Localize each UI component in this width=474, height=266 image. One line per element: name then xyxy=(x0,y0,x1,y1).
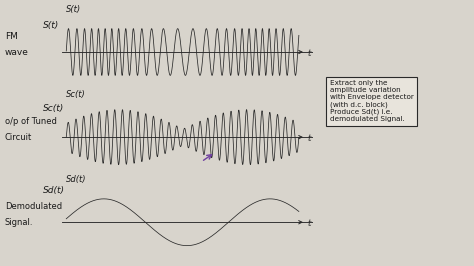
Text: t: t xyxy=(307,219,311,228)
Text: Signal.: Signal. xyxy=(5,218,33,227)
Text: FM: FM xyxy=(5,32,18,41)
Text: Extract only the
amplitude variation
with Envelope detector
(with d.c. block)
Pr: Extract only the amplitude variation wit… xyxy=(330,80,413,122)
Text: wave: wave xyxy=(5,48,28,57)
Text: S(t): S(t) xyxy=(43,21,59,30)
Text: t: t xyxy=(307,49,311,58)
Text: o/p of Tuned: o/p of Tuned xyxy=(5,117,56,126)
Text: Sd(t): Sd(t) xyxy=(66,175,87,184)
Text: Sc(t): Sc(t) xyxy=(43,104,64,113)
Text: t: t xyxy=(307,134,311,143)
Text: Sc(t): Sc(t) xyxy=(66,90,86,99)
Text: Sd(t): Sd(t) xyxy=(43,186,64,195)
Text: S(t): S(t) xyxy=(66,5,82,14)
Text: Circuit: Circuit xyxy=(5,133,32,142)
Text: Demodulated: Demodulated xyxy=(5,202,62,211)
